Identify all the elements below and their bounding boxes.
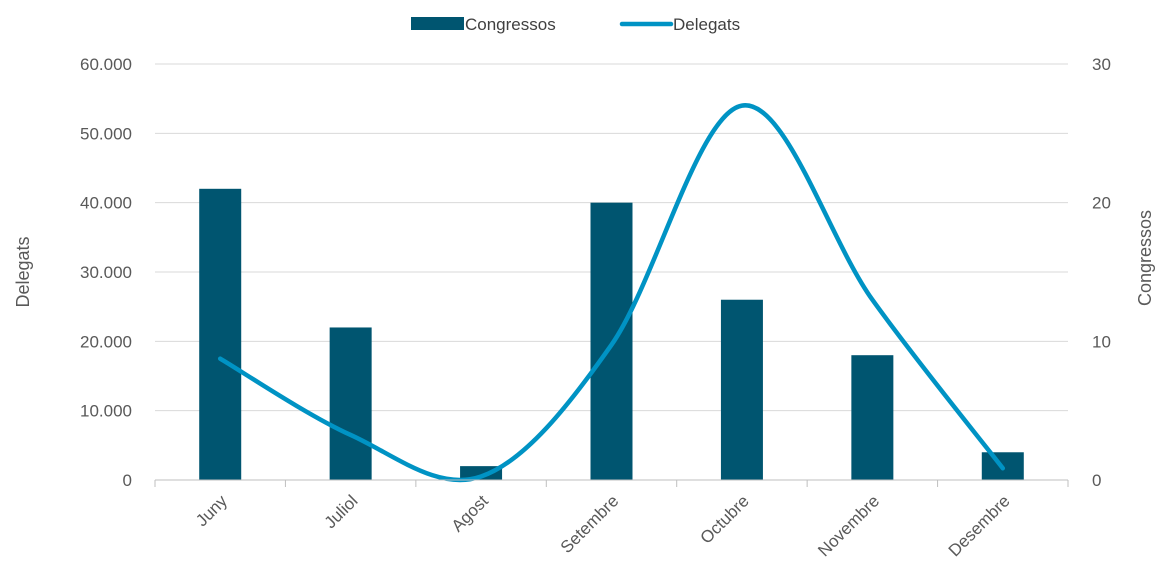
x-tick-label: Setembre	[557, 491, 623, 557]
x-tick-label: Octubre	[697, 491, 753, 547]
bar	[720, 299, 763, 480]
bar	[199, 188, 242, 481]
x-tick-label: Novembre	[814, 491, 883, 560]
bar-series-congressos	[199, 188, 1024, 481]
legend-label-congressos: Congressos	[465, 15, 556, 34]
y-axis-right-title: Congressos	[1135, 210, 1155, 306]
y-right-tick-label: 10	[1092, 332, 1111, 351]
bar	[460, 466, 503, 480]
y-axis-left-title: Delegats	[13, 236, 33, 307]
y-left-tick-label: 30.000	[80, 263, 132, 282]
x-axis-tick-marks	[154, 480, 1069, 487]
x-tick-label: Juliol	[321, 491, 362, 532]
x-tick-label: Agost	[448, 491, 492, 535]
bar	[851, 355, 894, 480]
y-axis-right-tick-labels: 0 10 20 30	[1092, 55, 1111, 490]
y-right-tick-label: 30	[1092, 55, 1111, 74]
y-left-tick-label: 40.000	[80, 194, 132, 213]
y-axis-left-tick-labels: 0 10.000 20.000 30.000 40.000 50.000 60.000	[80, 55, 132, 490]
x-tick-label: Desembre	[945, 491, 1014, 560]
x-tick-label: Juny	[192, 491, 231, 530]
legend-swatch-congressos	[411, 17, 464, 30]
x-axis-tick-labels: Juny Juliol Agost Setembre Octubre Novembre De…	[192, 491, 1013, 560]
y-left-tick-label: 60.000	[80, 55, 132, 74]
y-right-tick-label: 0	[1092, 471, 1101, 490]
bar	[329, 327, 372, 480]
y-right-tick-label: 20	[1092, 194, 1111, 213]
y-left-tick-label: 10.000	[80, 402, 132, 421]
y-left-tick-label: 50.000	[80, 124, 132, 143]
y-left-tick-label: 0	[123, 471, 132, 490]
legend-label-delegats: Delegats	[673, 15, 740, 34]
line-series-delegats	[217, 103, 1006, 483]
legend: Congressos Delegats	[411, 15, 740, 34]
y-left-tick-label: 20.000	[80, 332, 132, 351]
